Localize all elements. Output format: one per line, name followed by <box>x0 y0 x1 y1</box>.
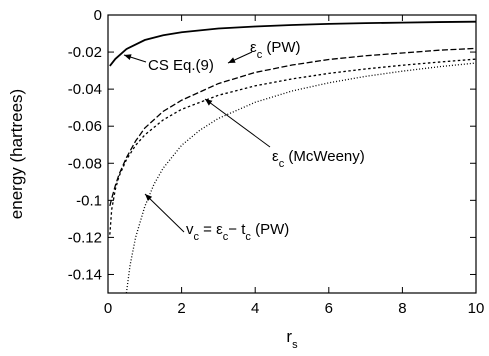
y-tick-label: 0 <box>94 7 102 24</box>
y-axis-title: energy (hartrees) <box>7 89 26 219</box>
y-tick-label: -0.1 <box>76 192 102 209</box>
axis-ticks: 0 2 4 6 8 10 0 -0.02 -0.04 -0.06 -0.08 -0.1 -0.12 -0.… <box>68 7 485 317</box>
series-line-eps-c-mcweeny <box>109 47 477 207</box>
x-tick-label: 8 <box>398 300 406 317</box>
cs-eq9-label: CS Eq.(9) <box>148 57 214 74</box>
cs-eq9-arrow-head <box>124 54 132 60</box>
series-line-cs-eq9 <box>109 20 477 67</box>
plot-area <box>107 14 477 294</box>
y-tick-label: -0.08 <box>68 155 102 172</box>
v-c-pw-label: vc = εc− tc (PW) <box>186 221 289 243</box>
x-tick-label: 0 <box>104 300 112 317</box>
y-tick-label: -0.04 <box>68 81 102 98</box>
series-line-v-c-pw <box>125 62 477 294</box>
plot-frame <box>107 14 477 294</box>
x-tick-label: 6 <box>325 300 333 317</box>
v-c-pw-arrow-head <box>145 194 153 202</box>
y-tick-label: -0.12 <box>68 229 102 246</box>
y-tick-label: -0.06 <box>68 118 102 135</box>
v-c-pw-arrow <box>144 193 185 233</box>
series-line-eps-c-pw <box>109 58 477 235</box>
y-tick-label: -0.14 <box>68 266 102 283</box>
annotation-layer: CS Eq.(9) εc (PW) εc (McWeeny) vc = εc− tc … <box>123 39 365 243</box>
axis-titles: rs energy (hartrees) <box>7 89 298 351</box>
eps-c-pw-arrow-head <box>228 57 236 63</box>
eps-c-mcweeny-label: εc (McWeeny) <box>272 148 365 170</box>
x-tick-label: 2 <box>177 300 185 317</box>
x-axis-title: rs <box>286 327 298 351</box>
eps-c-pw-label: εc (PW) <box>250 39 301 61</box>
x-tick-label: 4 <box>251 300 259 317</box>
x-tick-label: 10 <box>468 300 485 317</box>
eps-c-mcweeny-arrow-head <box>205 99 213 106</box>
y-tick-label: -0.02 <box>68 44 102 61</box>
eps-c-mcweeny-arrow <box>204 98 271 148</box>
series-layer <box>109 20 477 294</box>
